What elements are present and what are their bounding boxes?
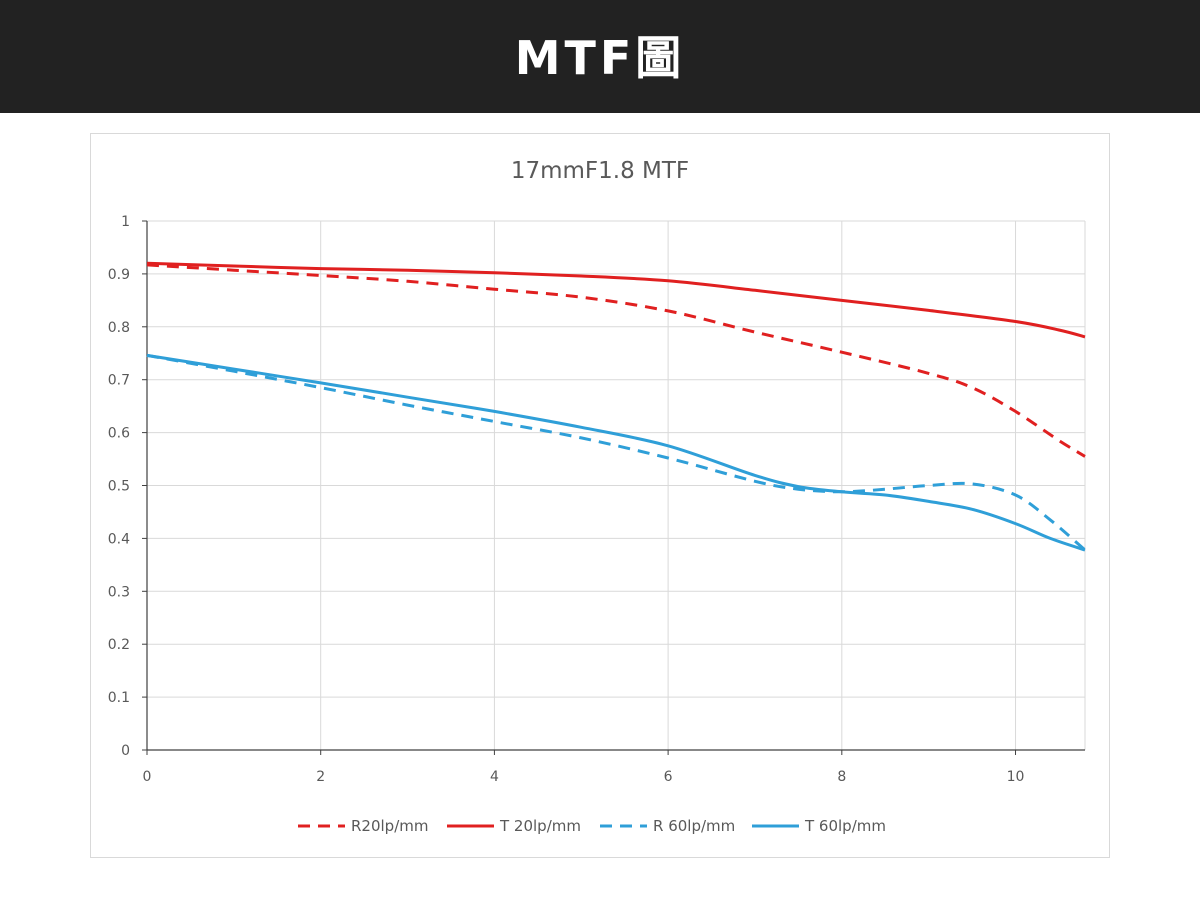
y-tick-label: 0.6 bbox=[108, 426, 130, 442]
y-tick-label: 0.8 bbox=[108, 320, 130, 336]
x-tick-label: 6 bbox=[664, 769, 673, 785]
legend-label-2: T 20lp/mm bbox=[499, 817, 581, 835]
legend: R20lp/mm T 20lp/mm R 60lp/mm T 60lp/mm bbox=[298, 817, 886, 835]
y-tick-label: 0.7 bbox=[108, 373, 130, 389]
y-tick-label: 0.3 bbox=[108, 584, 130, 600]
legend-label-1: R20lp/mm bbox=[351, 817, 428, 835]
grid-lines bbox=[147, 220, 1086, 750]
series-line-3 bbox=[146, 353, 1086, 552]
chart-title: 17mmF1.8 MTF bbox=[511, 158, 689, 184]
legend-label-4: T 60lp/mm bbox=[804, 817, 886, 835]
series-line-4 bbox=[146, 353, 1086, 552]
y-tick-label: 0.9 bbox=[108, 267, 130, 283]
legend-label-3: R 60lp/mm bbox=[653, 817, 735, 835]
series-line-1 bbox=[146, 263, 1086, 458]
y-tick-label: 0.4 bbox=[108, 531, 130, 547]
axes: 00.10.20.30.40.50.60.70.80.910 2 4 6 8 10 bbox=[108, 214, 1085, 785]
header-bar bbox=[0, 0, 1200, 113]
y-tick-label: 0 bbox=[121, 743, 130, 759]
series-line-2 bbox=[146, 261, 1086, 339]
y-tick-label: 0.2 bbox=[108, 637, 130, 653]
x-tick-label: 4 bbox=[490, 769, 499, 785]
y-tick-label: 0.1 bbox=[108, 690, 130, 706]
x-tick-label: 0 bbox=[143, 769, 152, 785]
x-tick-label: 10 bbox=[1007, 769, 1025, 785]
y-tick-label: 1 bbox=[121, 214, 130, 230]
x-tick-label: 2 bbox=[316, 769, 325, 785]
page-title: MTF圖 bbox=[514, 31, 686, 85]
x-tick-label: 8 bbox=[837, 769, 846, 785]
chart-frame bbox=[90, 133, 1110, 858]
y-tick-label: 0.5 bbox=[108, 479, 130, 495]
series-lines bbox=[146, 261, 1086, 552]
